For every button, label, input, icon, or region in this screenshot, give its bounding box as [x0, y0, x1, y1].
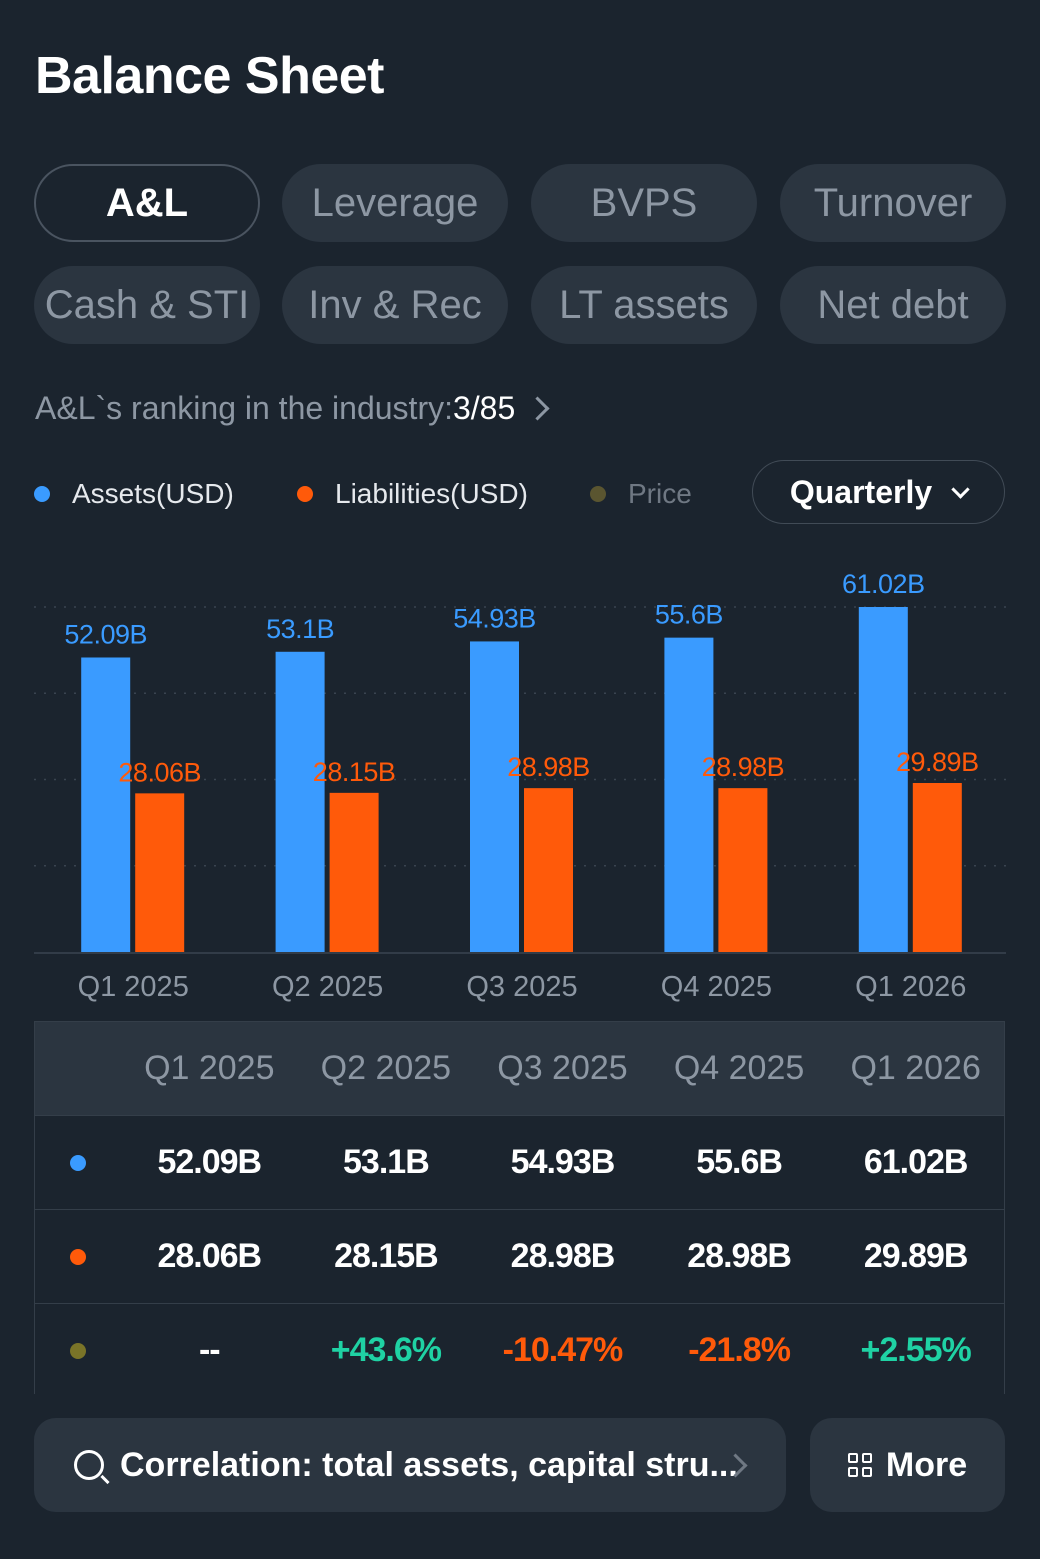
liabilities-data-label: 28.98B: [702, 752, 785, 782]
data-table: Q1 2025 Q2 2025 Q3 2025 Q4 2025 Q1 2026 …: [34, 1021, 1005, 1397]
x-tick-label: Q1 2026: [855, 971, 966, 1003]
table-cell: 52.09B: [157, 1143, 262, 1181]
legend-dot-assets: [34, 486, 50, 502]
table-cell: 55.6B: [696, 1143, 783, 1181]
table-header-cell: Q2 2025: [320, 1049, 452, 1087]
table-cell: 61.02B: [863, 1143, 969, 1181]
chevron-down-icon: [951, 479, 970, 499]
legend-label-price: Price: [628, 478, 692, 509]
search-icon: [74, 1450, 104, 1480]
table-cell: 54.93B: [510, 1143, 616, 1181]
table-cell: 29.89B: [863, 1237, 969, 1275]
table-header-cell: Q1 2025: [144, 1049, 275, 1087]
assets-data-label: 53.1B: [266, 614, 334, 644]
more-label: More: [885, 1445, 968, 1484]
table-header-cell: Q4 2025: [673, 1049, 805, 1087]
tab-lt-assets[interactable]: LT assets: [531, 266, 757, 344]
liabilities-bar: [912, 783, 962, 952]
tab-turnover[interactable]: Turnover: [780, 164, 1006, 242]
assets-data-label: 52.09B: [64, 619, 147, 649]
page-title: Balance Sheet: [35, 47, 385, 105]
liabilities-bar: [524, 788, 573, 952]
ranking-value: 3/85: [452, 390, 516, 426]
legend-liabilities[interactable]: Liabilities(USD): [297, 478, 528, 510]
tab-al[interactable]: A&L: [34, 164, 260, 242]
grid-icon: [847, 1453, 872, 1477]
liabilities-dot: [70, 1248, 86, 1265]
period-select[interactable]: Quarterly: [752, 460, 1005, 524]
assets-bar: [858, 607, 908, 952]
x-tick-label: Q4 2025: [661, 971, 772, 1003]
legend-dot-price: [590, 486, 606, 502]
bar-chart: 52.09B 28.06B Q1 2025 53.1B 28.15B Q2 2025 54.…: [34, 569, 1006, 1003]
table-cell: +43.6%: [330, 1331, 442, 1369]
more-button[interactable]: More: [810, 1418, 1005, 1512]
legend-dot-liabilities: [297, 486, 313, 502]
ranking-label: A&L`s ranking in the industry:: [35, 390, 453, 426]
table-header-cell: Q1 2026: [850, 1049, 981, 1087]
liabilities-data-label: 28.98B: [507, 752, 590, 782]
table-cell: -10.47%: [502, 1331, 624, 1369]
table-cell: 28.06B: [157, 1237, 262, 1275]
legend-label-assets: Assets(USD): [72, 478, 234, 509]
table-row-liabilities: 28.06B 28.15B 28.98B 28.98B 29.89B: [35, 1209, 1004, 1303]
assets-bar: [470, 641, 519, 952]
assets-data-label: 61.02B: [842, 569, 925, 599]
chevron-right-icon: [525, 396, 550, 421]
assets-bar: [664, 637, 714, 952]
assets-bar: [81, 657, 131, 952]
x-tick-label: Q3 2025: [466, 971, 577, 1003]
liabilities-data-label: 29.89B: [896, 747, 979, 777]
table-header: Q1 2025 Q2 2025 Q3 2025 Q4 2025 Q1 2026: [35, 1022, 1004, 1115]
tab-net-debt[interactable]: Net debt: [780, 266, 1006, 344]
industry-ranking[interactable]: A&L`s ranking in the industry: 3/85: [35, 390, 550, 427]
tab-inv-rec[interactable]: Inv & Rec: [282, 266, 508, 344]
correlation-search-button[interactable]: Correlation: total assets, capital stru.…: [34, 1418, 786, 1512]
table-row-price: -- +43.6% -10.47% -21.8% +2.55%: [35, 1303, 1004, 1397]
liabilities-bar: [329, 792, 379, 952]
liabilities-bar: [135, 793, 185, 952]
table-cell: --: [198, 1331, 221, 1369]
table-cell: -21.8%: [688, 1331, 791, 1369]
table-cell: 28.98B: [687, 1237, 792, 1275]
assets-dot: [70, 1154, 86, 1171]
period-select-value: Quarterly: [789, 473, 933, 510]
table-header-cell: Q3 2025: [497, 1049, 628, 1087]
tab-cash-sti[interactable]: Cash & STI: [34, 266, 260, 344]
x-tick-label: Q2 2025: [272, 971, 383, 1003]
legend-label-liabilities: Liabilities(USD): [335, 478, 528, 509]
liabilities-data-label: 28.06B: [118, 757, 201, 787]
assets-data-label: 55.6B: [655, 600, 723, 630]
legend-assets[interactable]: Assets(USD): [34, 478, 234, 510]
price-dot: [70, 1342, 86, 1359]
table-cell: 28.15B: [334, 1237, 439, 1275]
x-tick-label: Q1 2025: [78, 971, 189, 1003]
table-cell: +2.55%: [860, 1331, 972, 1369]
table-cell: 53.1B: [343, 1143, 430, 1181]
liabilities-data-label: 28.15B: [313, 757, 396, 787]
assets-data-label: 54.93B: [453, 603, 536, 633]
assets-bar: [275, 651, 325, 952]
tab-leverage[interactable]: Leverage: [282, 164, 508, 242]
liabilities-bar: [718, 788, 768, 952]
legend-price[interactable]: Price: [590, 478, 692, 510]
table-cell: 28.98B: [510, 1237, 616, 1275]
table-row-assets: 52.09B 53.1B 54.93B 55.6B 61.02B: [35, 1115, 1004, 1209]
tab-bvps[interactable]: BVPS: [531, 164, 757, 242]
correlation-search-text: Correlation: total assets, capital stru.…: [120, 1445, 738, 1484]
